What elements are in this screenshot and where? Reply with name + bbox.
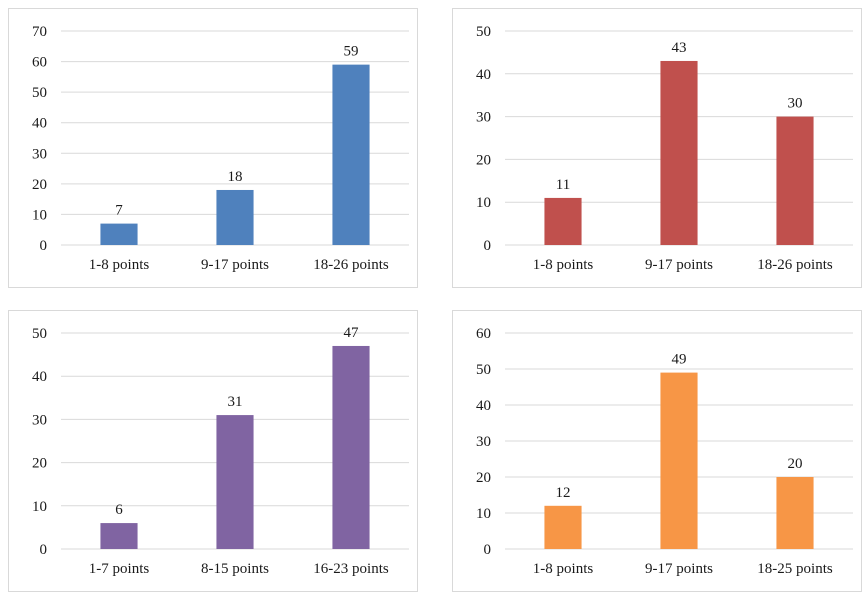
- y-tick-label: 10: [32, 499, 47, 515]
- y-tick-label: 30: [476, 110, 491, 126]
- data-label: 6: [115, 502, 123, 518]
- x-category-label: 1-7 points: [89, 561, 150, 577]
- data-label: 30: [788, 96, 803, 112]
- x-category-label: 1-8 points: [533, 561, 594, 577]
- y-tick-label: 30: [32, 412, 47, 428]
- x-category-label: 16-23 points: [313, 561, 389, 577]
- x-category-label: 9-17 points: [645, 561, 713, 577]
- y-tick-label: 40: [32, 369, 47, 385]
- y-tick-label: 0: [484, 542, 492, 558]
- bar: [660, 60, 698, 246]
- data-label: 59: [344, 44, 359, 60]
- x-category-label: 1-8 points: [89, 257, 150, 273]
- y-tick-label: 20: [32, 177, 47, 193]
- y-tick-label: 60: [476, 326, 491, 342]
- bar: [776, 477, 814, 549]
- x-category-label: 8-15 points: [201, 561, 269, 577]
- bar: [544, 197, 582, 245]
- data-label: 31: [228, 394, 243, 410]
- y-tick-label: 10: [476, 195, 491, 211]
- y-tick-label: 20: [476, 470, 491, 486]
- y-tick-label: 50: [32, 85, 47, 101]
- bar: [660, 372, 698, 549]
- x-category-label: 1-8 points: [533, 257, 594, 273]
- data-label: 7: [115, 203, 123, 219]
- bar: [332, 64, 370, 245]
- bar: [216, 189, 254, 245]
- data-label: 18: [228, 169, 243, 185]
- y-tick-label: 40: [476, 398, 491, 414]
- data-label: 49: [672, 352, 687, 368]
- chart-panel-4: 0 10 20 30 40 50 60 12 1-8 points 49 9-17 points 20…: [452, 310, 862, 592]
- y-tick-label: 50: [476, 24, 491, 40]
- chart-panel-2: 0 10 20 30 40 50 11 1-8 points 43 9-17 points 30 18…: [452, 8, 862, 288]
- chart-panel-3: 0 10 20 30 40 50 6 1-7 points 31 8-15 points 47 16-…: [8, 310, 418, 592]
- y-tick-label: 10: [32, 207, 47, 223]
- y-tick-label: 50: [32, 326, 47, 342]
- data-label: 47: [344, 325, 360, 341]
- bar: [216, 415, 254, 549]
- x-category-label: 18-26 points: [313, 257, 389, 273]
- bar: [100, 523, 138, 549]
- bar: [332, 345, 370, 549]
- y-tick-label: 0: [484, 238, 492, 254]
- y-tick-label: 30: [32, 146, 47, 162]
- y-tick-label: 40: [32, 116, 47, 132]
- chart-panel-1: 0 10 20 30 40 50 60 70 7 1-8 points 18 9-17 points 5…: [8, 8, 418, 288]
- bar-chart-2: 0 10 20 30 40 50 11 1-8 points 43 9-17 points 30 18…: [476, 24, 853, 273]
- bar-chart-1: 0 10 20 30 40 50 60 70 7 1-8 points 18 9-17 points 5…: [32, 24, 409, 273]
- data-label: 43: [672, 40, 687, 56]
- x-category-label: 18-25 points: [757, 561, 833, 577]
- x-category-label: 18-26 points: [757, 257, 833, 273]
- bar: [544, 505, 582, 549]
- bar: [100, 223, 138, 245]
- x-category-label: 9-17 points: [201, 257, 269, 273]
- y-tick-label: 30: [476, 434, 491, 450]
- data-label: 11: [556, 177, 570, 193]
- bar: [776, 116, 814, 245]
- y-tick-label: 40: [476, 67, 491, 83]
- y-tick-label: 10: [476, 506, 491, 522]
- bar-chart-4: 0 10 20 30 40 50 60 12 1-8 points 49 9-17 points 20…: [476, 326, 853, 577]
- y-tick-label: 70: [32, 24, 47, 40]
- x-category-label: 9-17 points: [645, 257, 713, 273]
- y-tick-label: 0: [40, 238, 48, 254]
- bar-chart-3: 0 10 20 30 40 50 6 1-7 points 31 8-15 points 47 16-…: [32, 325, 409, 577]
- y-tick-label: 60: [32, 55, 47, 71]
- y-tick-label: 50: [476, 362, 491, 378]
- y-tick-label: 20: [32, 456, 47, 472]
- data-label: 20: [788, 456, 803, 472]
- y-tick-label: 0: [40, 542, 48, 558]
- y-tick-label: 20: [476, 152, 491, 168]
- data-label: 12: [556, 485, 571, 501]
